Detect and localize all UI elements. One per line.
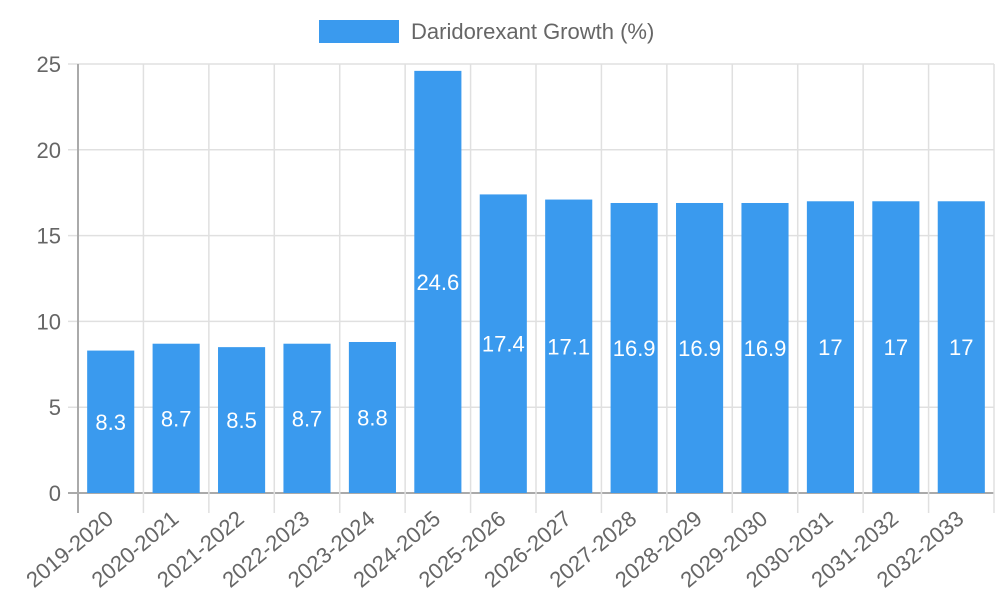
bar[interactable] <box>87 350 135 493</box>
bar-value-label: 16.9 <box>744 336 787 361</box>
bar-value-label: 17.4 <box>482 332 525 357</box>
bar[interactable] <box>218 347 266 493</box>
bar[interactable] <box>676 202 724 493</box>
bar[interactable] <box>414 70 462 493</box>
bar-value-label: 16.9 <box>678 336 721 361</box>
bar-value-label: 8.5 <box>226 408 257 433</box>
bar[interactable] <box>937 201 985 493</box>
y-tick-label: 5 <box>49 395 61 420</box>
bar-value-label: 17 <box>818 335 842 360</box>
grid <box>68 63 995 513</box>
bar[interactable] <box>806 201 854 493</box>
bar-value-label: 17 <box>949 335 973 360</box>
bar-value-label: 8.8 <box>357 405 388 430</box>
bar-value-label: 8.7 <box>161 406 192 431</box>
bar[interactable] <box>610 202 658 493</box>
bar[interactable] <box>741 202 789 493</box>
bar-value-label: 16.9 <box>613 336 656 361</box>
bar[interactable] <box>545 199 593 493</box>
y-tick-label: 20 <box>37 138 61 163</box>
bars <box>87 70 985 493</box>
bar-value-label: 8.3 <box>95 410 126 435</box>
bar[interactable] <box>479 194 527 493</box>
bar[interactable] <box>152 343 200 493</box>
bar[interactable] <box>348 341 396 493</box>
y-tick-label: 15 <box>37 224 61 249</box>
bar[interactable] <box>283 343 331 493</box>
legend-swatch[interactable] <box>319 20 399 43</box>
legend-label[interactable]: Daridorexant Growth (%) <box>411 19 655 44</box>
bar-value-label: 24.6 <box>416 270 459 295</box>
y-tick-label: 25 <box>37 52 61 77</box>
bar-value-label: 17.1 <box>547 334 590 359</box>
y-tick-label: 10 <box>37 309 61 334</box>
y-tick-label: 0 <box>49 481 61 506</box>
bar[interactable] <box>872 201 920 493</box>
bar-value-label: 8.7 <box>292 406 323 431</box>
bar-value-label: 17 <box>884 335 908 360</box>
